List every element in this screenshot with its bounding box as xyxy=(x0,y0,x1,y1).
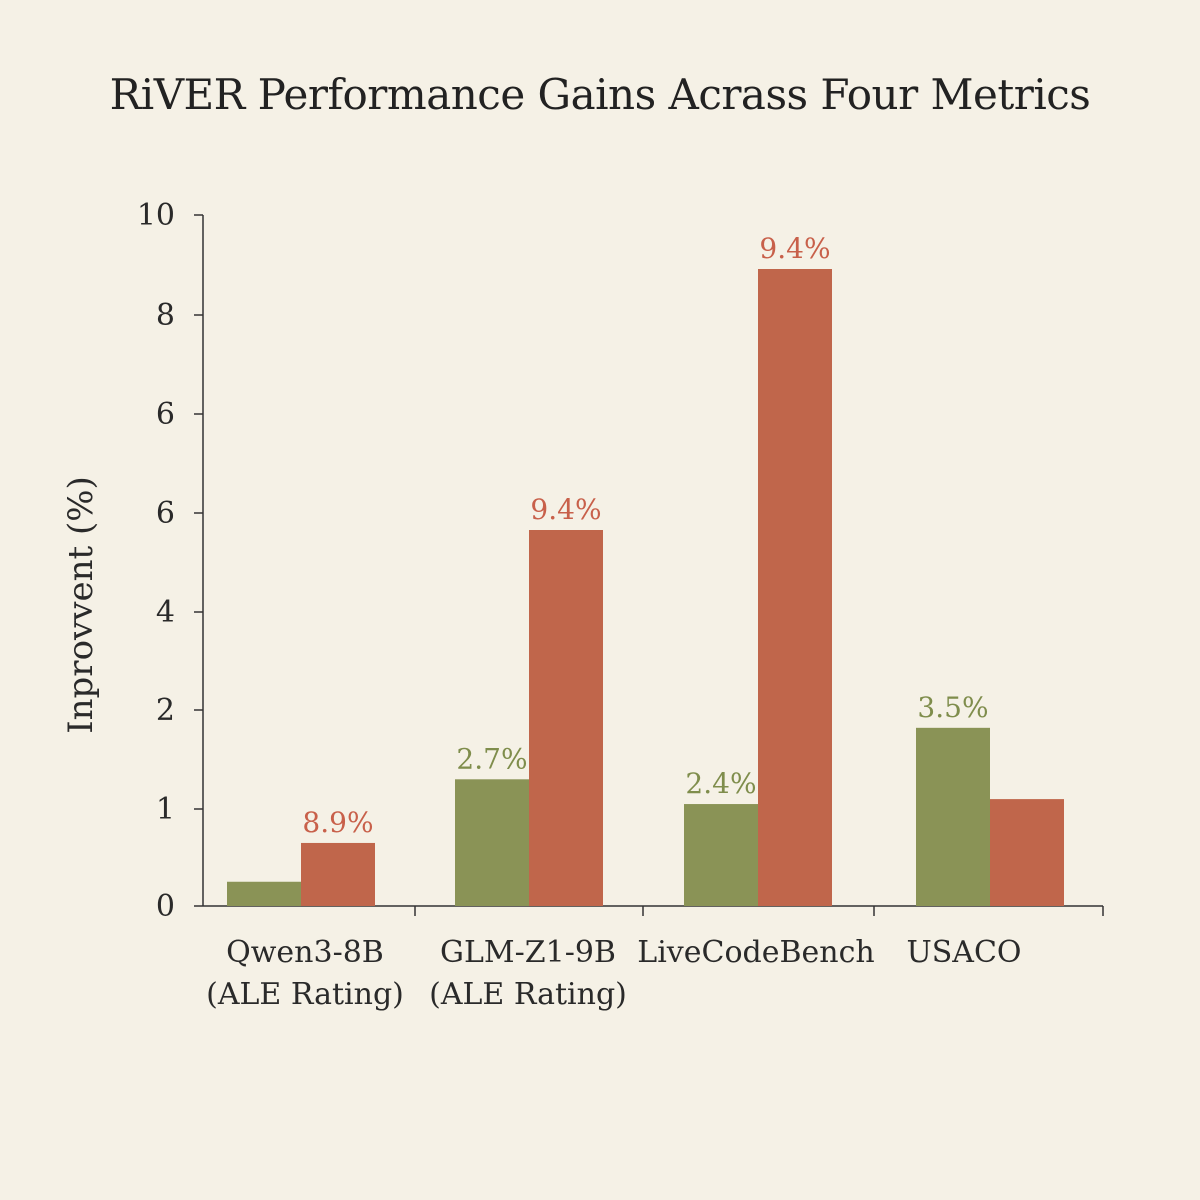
bar-red xyxy=(301,842,375,906)
data-label: 2.4% xyxy=(685,767,756,800)
bar-red xyxy=(529,530,603,906)
x-category-label: USACO xyxy=(834,932,1094,974)
data-label: 8.9% xyxy=(302,806,373,839)
y-tick-label: 8 xyxy=(156,298,175,333)
x-category-label: GLM-Z1-9B (ALE Rating) xyxy=(398,932,658,1016)
bar-red xyxy=(990,799,1064,906)
bar-green xyxy=(684,804,758,906)
x-category-label: Qwen3-8B (ALE Rating) xyxy=(175,932,435,1016)
x-category-label-line: (ALE Rating) xyxy=(429,977,627,1012)
y-axis-title: Inprovvent (%) xyxy=(61,476,101,734)
x-category-label-line: (ALE Rating) xyxy=(206,977,404,1012)
x-category-label-line: GLM-Z1-9B xyxy=(440,935,616,970)
bar-green xyxy=(916,727,990,906)
x-category-label: LiveCodeBench xyxy=(626,932,886,974)
y-tick-label: 10 xyxy=(137,198,175,233)
x-category-label-line: Qwen3-8B xyxy=(226,935,384,970)
y-tick-label: 6 xyxy=(156,496,175,531)
y-tick-label: 0 xyxy=(156,889,175,924)
y-tick-label: 1 xyxy=(156,792,175,827)
chart-title: RiVER Performance Gains Acrass Four Metr… xyxy=(109,70,1091,119)
data-label: 2.7% xyxy=(456,742,527,775)
data-label: 9.4% xyxy=(530,493,601,526)
bar-red xyxy=(758,269,832,906)
data-label: 3.5% xyxy=(917,691,988,724)
bar-green xyxy=(227,881,301,906)
y-tick-label: 4 xyxy=(156,595,175,630)
x-category-label-line: LiveCodeBench xyxy=(637,935,875,970)
data-label: 9.4% xyxy=(759,232,830,265)
y-tick-label: 2 xyxy=(156,693,175,728)
y-tick-label: 6 xyxy=(156,397,175,432)
x-category-label-line: USACO xyxy=(906,935,1022,970)
bar-green xyxy=(455,779,529,906)
